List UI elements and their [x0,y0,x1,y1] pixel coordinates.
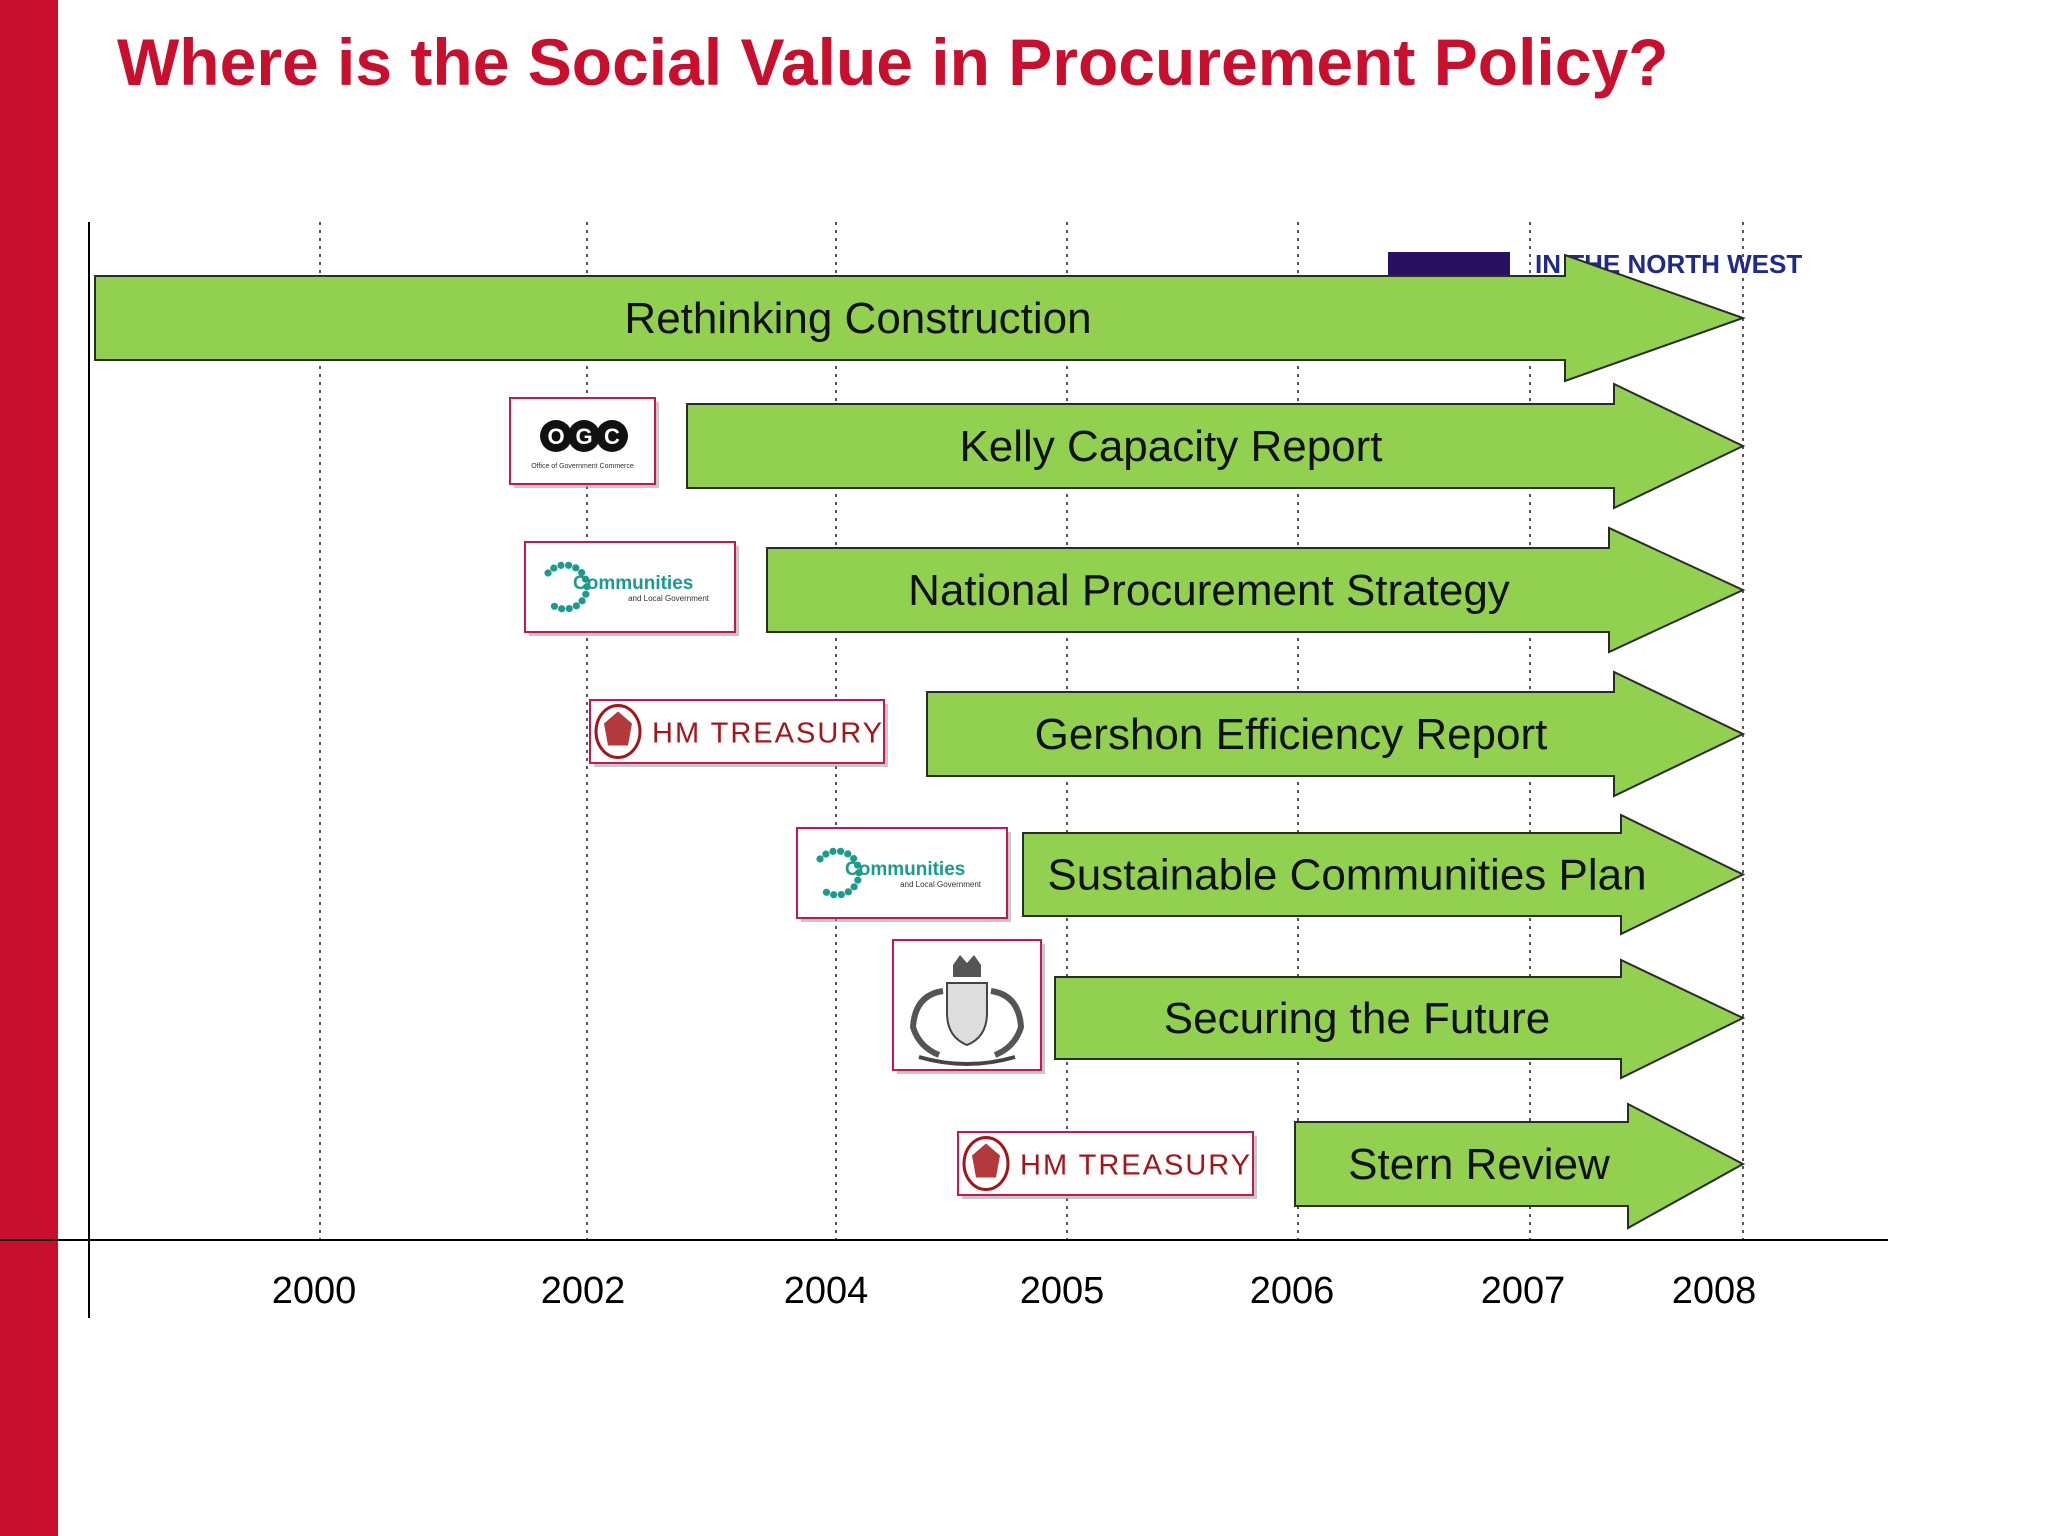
arrow-label: Kelly Capacity Report [959,422,1382,471]
communities-subtitle: and Local Government [628,594,710,603]
arrow-shape [766,526,1746,654]
communities-dot [830,891,838,899]
ogc-subtitle: Office of Government Commerce [531,463,634,470]
shield-icon [946,982,988,1047]
arrow-securing-the-future: Securing the Future [1054,958,1746,1080]
year-label-2006: 2006 [1250,1270,1335,1312]
unicorn-icon [990,988,1025,1058]
communities-dot [837,890,845,899]
slide-title: Where is the Social Value in Procurement… [117,25,1669,99]
communities-dot [844,888,852,896]
communities-wordmark: Communities [573,573,693,594]
arrow-shape [686,382,1746,510]
ogc-circle [596,420,628,452]
communities-dot [558,605,566,613]
motto-scroll-icon [918,1055,1016,1066]
ogc-letter: G [575,424,592,449]
crest-shield-icon [604,711,632,746]
ogc-letter: C [604,424,620,449]
ogc-circle [568,420,600,452]
year-gridlines [319,222,1744,1240]
treasury-wordmark: HM TREASURY [1020,1150,1252,1182]
communities-subtitle: and Local Government [900,880,982,889]
year-label-2007: 2007 [1481,1270,1566,1312]
communities-dot [816,855,824,863]
communities-dot [822,888,831,896]
initiative-arrows: Rethinking Construction Kelly Capacity Re… [94,253,1746,1230]
communities-dot [850,883,858,891]
year-label-2005: 2005 [1020,1270,1105,1312]
year-label-2002: 2002 [541,1270,626,1312]
arrow-shape [1054,958,1746,1080]
arrow-label: Stern Review [1348,1140,1610,1189]
arrow-sustainable-communities-plan: Sustainable Communities Plan [1022,813,1746,936]
crest-icon [594,704,642,759]
communities-dot [854,876,862,884]
crest-icon [962,1136,1010,1191]
communities-dot [572,602,580,610]
logo-treasury: HM TREASURY [589,699,888,767]
arrow-shape [94,253,1746,383]
year-labels: 2000 2002 2004 2005 2006 2007 2008 [272,1270,1757,1312]
corner-logo-block [1388,252,1510,275]
communities-dot [550,602,559,610]
communities-dot [578,597,586,605]
arrow-shape [1294,1102,1746,1230]
communities-dot [836,847,845,855]
communities-dot [850,855,858,863]
communities-dot [557,561,565,569]
crest-shield-icon [972,1143,1000,1178]
communities-dot [578,569,586,577]
communities-dot [581,575,590,583]
logo-ogc: O G C Office of Government Commerce [509,397,659,488]
arrow-shape [1022,813,1746,936]
arrow-label: Rethinking Construction [624,294,1091,343]
logo-treasury: HM TREASURY [957,1131,1257,1199]
communities-dot [544,569,552,577]
lion-icon [909,988,944,1058]
year-label-2008: 2008 [1672,1270,1757,1312]
logo-frame [524,541,736,633]
agency-logos: O G C Office of Government Commerce Communit… [509,397,1257,1199]
communities-dot [565,604,573,613]
communities-dot [583,583,591,591]
arrow-label: Gershon Efficiency Report [1035,710,1548,759]
arrow-gershon-efficiency-report: Gershon Efficiency Report [926,670,1746,798]
communities-wordmark: Communities [845,859,965,880]
communities-dot [855,869,863,877]
arrow-rethinking-construction: Rethinking Construction [94,253,1746,383]
accent-bar [0,0,58,1536]
arrow-label: Sustainable Communities Plan [1047,851,1646,900]
year-label-2004: 2004 [784,1270,869,1312]
ogc-letter: O [547,424,564,449]
arrow-shape [926,670,1746,798]
crown-icon [953,955,981,977]
logo-frame [796,827,1008,919]
arrow-kelly-capacity-report: Kelly Capacity Report [686,382,1746,510]
ogc-circle [540,420,572,452]
arrow-label: National Procurement Strategy [908,566,1510,615]
year-label-2000: 2000 [272,1270,357,1312]
communities-dot [564,561,573,569]
communities-dot [853,861,862,869]
treasury-wordmark: HM TREASURY [652,718,884,750]
arrow-stern-review: Stern Review [1294,1102,1746,1230]
communities-dot [822,850,830,858]
communities-dot [550,564,558,572]
communities-dot [582,590,590,598]
communities-dot [572,564,580,572]
communities-dot [844,850,852,858]
arrow-national-procurement-strategy: National Procurement Strategy [766,526,1746,654]
arrow-label: Securing the Future [1164,994,1550,1043]
logo-royal-arms [892,939,1045,1074]
communities-dot [829,847,837,855]
